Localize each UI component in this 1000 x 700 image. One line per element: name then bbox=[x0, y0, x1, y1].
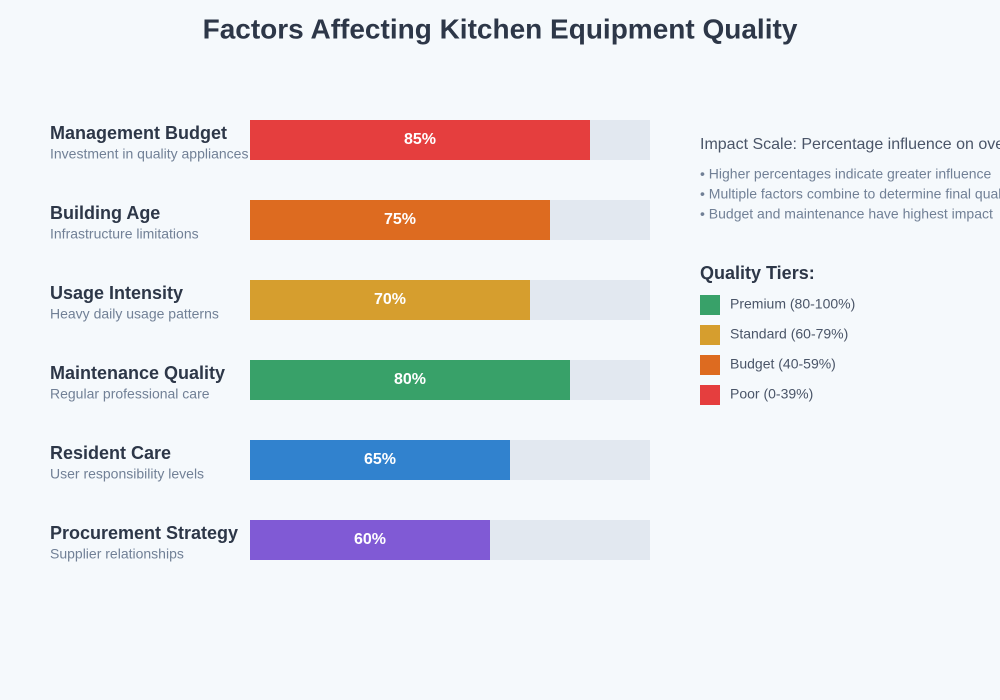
bar bbox=[250, 440, 510, 480]
bar bbox=[250, 520, 490, 560]
value-label: 65% bbox=[364, 451, 396, 468]
category-label: Procurement Strategy bbox=[50, 523, 238, 543]
category-description: Regular professional care bbox=[50, 386, 210, 402]
value-label: 80% bbox=[394, 371, 426, 388]
value-label: 70% bbox=[374, 291, 406, 308]
value-label: 85% bbox=[404, 131, 436, 148]
category-label: Management Budget bbox=[50, 123, 227, 143]
bar bbox=[250, 280, 530, 320]
note-bullet: • Higher percentages indicate greater in… bbox=[700, 166, 992, 182]
note-bullet: • Multiple factors combine to determine … bbox=[700, 186, 1000, 202]
legend-swatch bbox=[700, 295, 720, 315]
legend-swatch bbox=[700, 325, 720, 345]
legend-label: Budget (40-59%) bbox=[730, 356, 836, 372]
category-description: User responsibility levels bbox=[50, 466, 204, 482]
value-label: 60% bbox=[354, 531, 386, 548]
category-description: Heavy daily usage patterns bbox=[50, 306, 219, 322]
category-description: Infrastructure limitations bbox=[50, 226, 199, 242]
bar bbox=[250, 120, 590, 160]
legend-swatch bbox=[700, 355, 720, 375]
category-label: Usage Intensity bbox=[50, 283, 183, 303]
legend-label: Standard (60-79%) bbox=[730, 326, 848, 342]
chart-title: Factors Affecting Kitchen Equipment Qual… bbox=[203, 13, 798, 44]
category-label: Building Age bbox=[50, 203, 160, 223]
legend-swatch bbox=[700, 385, 720, 405]
category-description: Supplier relationships bbox=[50, 546, 184, 562]
notes-heading: Impact Scale: Percentage influence on ov… bbox=[700, 136, 1000, 153]
category-label: Maintenance Quality bbox=[50, 363, 225, 383]
legend-label: Poor (0-39%) bbox=[730, 386, 813, 402]
category-label: Resident Care bbox=[50, 443, 171, 463]
value-label: 75% bbox=[384, 211, 416, 228]
category-description: Investment in quality appliances bbox=[50, 146, 248, 162]
bar bbox=[250, 360, 570, 400]
bar bbox=[250, 200, 550, 240]
note-bullet: • Budget and maintenance have highest im… bbox=[700, 206, 993, 222]
legend-label: Premium (80-100%) bbox=[730, 296, 855, 312]
legend-title: Quality Tiers: bbox=[700, 263, 815, 283]
